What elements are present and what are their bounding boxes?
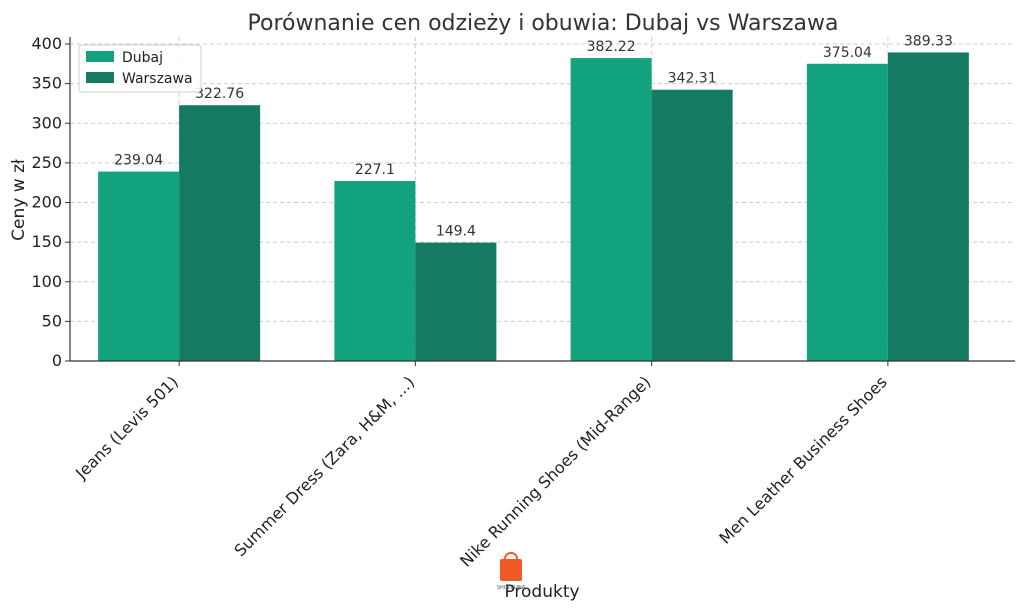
- chart-title: Porównanie cen odzieży i obuwia: Dubaj v…: [248, 11, 839, 36]
- y-tick-label: 100: [31, 272, 62, 291]
- bar-dubaj: [98, 171, 180, 361]
- bar-value-label: 375.04: [823, 45, 872, 61]
- bar-value-label: 382.22: [587, 39, 636, 55]
- bag-handle: [504, 552, 518, 560]
- watermark-text: SHOPPLINA: [497, 585, 526, 591]
- y-tick-label: 150: [31, 232, 62, 251]
- bar-dubaj: [806, 63, 888, 362]
- bar-value-label: 342.31: [668, 71, 717, 87]
- bar-dubaj: [334, 181, 416, 361]
- y-tick-label: 50: [42, 311, 62, 330]
- legend-swatch-warszawa: [86, 72, 114, 83]
- legend-label-dubaj: Dubaj: [122, 50, 163, 66]
- bars: 239.04 322.76 227.1 149.4 382.22 342.31 375.04…: [98, 33, 969, 362]
- y-tick-label: 250: [31, 153, 62, 172]
- bar-value-label: 149.4: [436, 224, 476, 240]
- x-tick-label: Nike Running Shoes (Mid-Range): [456, 372, 654, 570]
- bar-value-label: 322.76: [195, 86, 244, 102]
- bar-value-label: 227.1: [355, 162, 395, 178]
- bar-value-label: 389.33: [904, 33, 953, 49]
- x-axis-label: Produkty: [504, 582, 579, 602]
- x-axis-ticks: Jeans (Levis 501) Summer Dress (Zara, H&M…: [71, 361, 891, 571]
- bar-value-label: 239.04: [114, 153, 163, 169]
- bar-warszawa: [887, 52, 969, 362]
- y-tick-label: 200: [31, 193, 62, 212]
- y-axis-ticks: 0 50 100 150 200 250 300 350 400: [31, 34, 70, 370]
- x-tick-label: Jeans (Levis 501): [71, 372, 182, 483]
- bar-warszawa: [651, 89, 733, 361]
- x-tick-label: Men Leather Business Shoes: [715, 372, 890, 547]
- watermark-logo: SHOPPLINA: [497, 552, 526, 591]
- y-tick-label: 0: [52, 351, 62, 370]
- bar-dubaj: [570, 58, 652, 362]
- x-tick-label: Summer Dress (Zara, H&M, ...): [230, 372, 418, 560]
- y-tick-label: 350: [31, 74, 62, 93]
- bar-warszawa: [415, 242, 497, 361]
- y-axis-label: Ceny w zł: [9, 159, 29, 241]
- y-tick-label: 300: [31, 113, 62, 132]
- legend-swatch-dubaj: [86, 51, 114, 62]
- y-tick-label: 400: [31, 34, 62, 53]
- legend: Dubaj Warszawa: [78, 44, 202, 93]
- shopping-bag-icon: [500, 559, 522, 581]
- legend-label-warszawa: Warszawa: [122, 71, 193, 87]
- bar-warszawa: [179, 105, 261, 361]
